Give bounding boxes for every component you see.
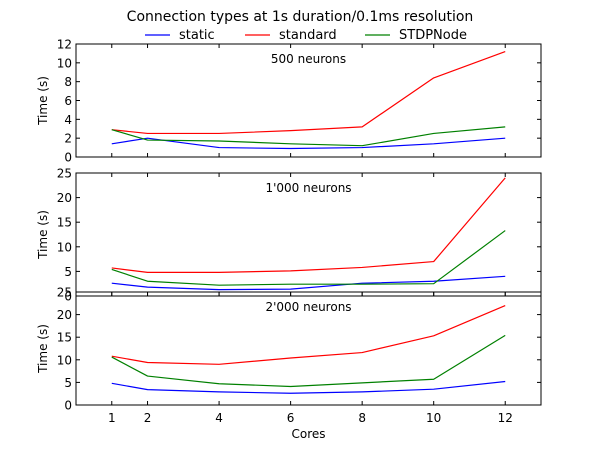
y-tick-label: 5 [64, 376, 72, 390]
series-line-stdpnode [111, 230, 506, 286]
y-tick-label: 2 [64, 132, 72, 146]
y-tick-label: 8 [64, 75, 72, 89]
y-tick-label: 25 [57, 167, 72, 181]
series-line-stdpnode [111, 126, 506, 147]
y-tick-label: 6 [64, 94, 72, 108]
x-tick-label: 8 [358, 411, 366, 425]
y-tick-label: 10 [57, 56, 72, 70]
legend-label-static: static [179, 28, 215, 43]
series-line-static [111, 380, 506, 394]
panel-title: 2'000 neurons [265, 300, 351, 314]
panel-1: 0 2 4 6 8 10 12 Time (s) 500 neurons [36, 38, 542, 165]
x-tick-label: 2 [144, 411, 152, 425]
y-tick-label: 20 [57, 191, 72, 205]
y-tick-label: 10 [57, 353, 72, 367]
series-line-static [111, 137, 506, 150]
y-tick-label: 0 [64, 399, 72, 413]
y-tick-label: 15 [57, 216, 72, 230]
chart-title: Connection types at 1s duration/0.1ms re… [127, 9, 474, 25]
y-tick-label: 20 [57, 308, 72, 322]
y-tick-label: 15 [57, 331, 72, 345]
series-line-standard [111, 177, 506, 273]
y-tick-label: 4 [64, 113, 72, 127]
x-tick-label: 6 [287, 411, 295, 425]
x-tick-label: 4 [215, 411, 223, 425]
series-line-standard [111, 305, 506, 365]
y-tick-label: 5 [64, 265, 72, 279]
series-line-static [111, 275, 506, 291]
panel-title: 500 neurons [271, 52, 346, 66]
y-tick-label: 0 [64, 290, 72, 304]
series-line-stdpnode [111, 334, 506, 388]
axes-frame [75, 172, 542, 297]
x-tick-label: 1 [108, 411, 116, 425]
x-tick-label: 10 [426, 411, 441, 425]
y-axis-label: Time (s) [36, 324, 50, 374]
legend-label-standard: standard [279, 28, 337, 43]
y-axis-label: Time (s) [36, 76, 50, 126]
legend: static standard STDPNode [145, 28, 467, 43]
y-tick-label: 10 [57, 240, 72, 254]
y-tick-label: 0 [64, 151, 72, 165]
panel-title: 1'000 neurons [265, 181, 351, 195]
y-tick-label: 25 [57, 286, 72, 300]
x-tick-label: 12 [498, 411, 513, 425]
y-axis-label: Time (s) [36, 210, 50, 260]
y-tick-label: 12 [57, 38, 72, 52]
x-axis-label: Cores [291, 427, 325, 441]
panel-3: 0 5 10 15 20 25 Time (s) 2'000 neurons [36, 286, 542, 413]
legend-label-stdpnode: STDPNode [399, 28, 467, 43]
axes-frame [75, 291, 542, 406]
series-line-standard [111, 50, 506, 135]
panel-2: 0 5 10 15 20 25 Time (s) 1'000 neurons [36, 167, 542, 304]
